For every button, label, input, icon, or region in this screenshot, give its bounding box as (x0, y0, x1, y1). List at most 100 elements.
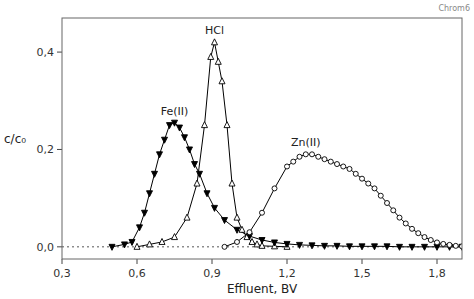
series-marker (335, 162, 340, 167)
y-tick (57, 52, 62, 53)
series-marker (291, 159, 296, 164)
series-marker (109, 244, 115, 250)
series-marker (157, 152, 163, 158)
series-marker (284, 241, 290, 247)
series-marker (247, 230, 252, 235)
series-marker (152, 171, 158, 177)
series-marker (422, 235, 427, 240)
series-marker (212, 39, 218, 45)
series-marker (159, 238, 165, 244)
series-marker (403, 221, 408, 226)
series-marker (219, 78, 225, 84)
series-marker (366, 181, 371, 186)
series-marker (316, 154, 321, 159)
series-marker (235, 239, 240, 244)
series-marker (447, 242, 452, 247)
series-marker (422, 244, 428, 250)
series-marker (202, 122, 208, 128)
x-tick-label: 0,3 (53, 267, 71, 280)
series-marker (410, 226, 415, 231)
plot-frame (62, 18, 462, 259)
x-tick-label: 0,9 (203, 267, 221, 280)
series-marker (192, 162, 198, 168)
series-marker (222, 218, 228, 224)
series-marker (322, 157, 327, 162)
x-axis-label: Effluent, BV (227, 282, 298, 296)
series-line (137, 42, 287, 246)
series-marker (137, 225, 143, 231)
series-marker (260, 210, 265, 215)
series-marker (372, 186, 377, 191)
series-marker (234, 227, 240, 233)
series-marker (359, 244, 365, 250)
series-marker (341, 164, 346, 169)
series-marker (391, 208, 396, 213)
series-marker (187, 147, 193, 153)
series-marker (254, 241, 260, 247)
series-marker (162, 137, 168, 143)
x-tick (437, 259, 438, 264)
series-marker (384, 244, 390, 250)
series-marker (297, 154, 302, 159)
series-marker (172, 234, 178, 240)
series-marker (204, 191, 210, 197)
series-marker (397, 215, 402, 220)
series-marker (129, 239, 135, 245)
series-label: Fe(II) (161, 105, 189, 118)
series-marker (208, 53, 214, 59)
y-axis-label: c/c₀ (4, 132, 26, 146)
series-marker (122, 242, 128, 248)
series-marker (441, 241, 446, 246)
x-tick-label: 1,8 (428, 267, 446, 280)
series-marker (353, 171, 358, 176)
series-marker (147, 241, 153, 247)
series-marker (194, 180, 200, 186)
series-line (225, 154, 463, 247)
series-marker (182, 135, 188, 141)
x-tick (362, 259, 363, 264)
series-marker (215, 58, 221, 64)
x-tick (137, 259, 138, 264)
x-tick-label: 0,6 (128, 267, 146, 280)
series-marker (272, 240, 278, 246)
y-tick (57, 149, 62, 150)
series-marker (328, 159, 333, 164)
series-marker (224, 122, 230, 128)
series-marker (309, 243, 315, 249)
series-marker (310, 152, 315, 157)
y-tick-label: 0,4 (37, 46, 55, 59)
series-marker (212, 205, 218, 211)
series-marker (184, 214, 190, 220)
y-tick-label: 0,0 (37, 241, 55, 254)
plot-background (62, 18, 462, 259)
x-tick (212, 259, 213, 264)
series-label: HCl (205, 24, 224, 37)
series-marker (234, 214, 240, 220)
series-marker (453, 243, 458, 248)
y-tick (57, 246, 62, 247)
x-tick-label: 1,5 (353, 267, 371, 280)
series-marker (167, 123, 173, 129)
chart: 0,30,60,91,21,51,80,00,20,4HClFe(II)Zn(I… (0, 0, 474, 299)
series-marker (378, 193, 383, 198)
series-marker (360, 176, 365, 181)
series-marker (428, 238, 433, 243)
series-marker (222, 244, 227, 249)
series-marker (259, 238, 265, 244)
plot-area (62, 39, 462, 250)
series-marker (147, 191, 153, 197)
series-marker (134, 243, 140, 249)
x-tick (62, 259, 63, 264)
series-marker (347, 244, 353, 250)
series-marker (385, 201, 390, 206)
series-marker (272, 186, 277, 191)
series-marker (347, 166, 352, 171)
series-marker (197, 171, 203, 177)
series-marker (177, 125, 183, 131)
series-marker (229, 180, 235, 186)
series-marker (297, 242, 303, 248)
x-tick (287, 259, 288, 264)
series-marker (334, 243, 340, 249)
annotation: Chrom6 (438, 4, 470, 13)
series-marker (285, 164, 290, 169)
